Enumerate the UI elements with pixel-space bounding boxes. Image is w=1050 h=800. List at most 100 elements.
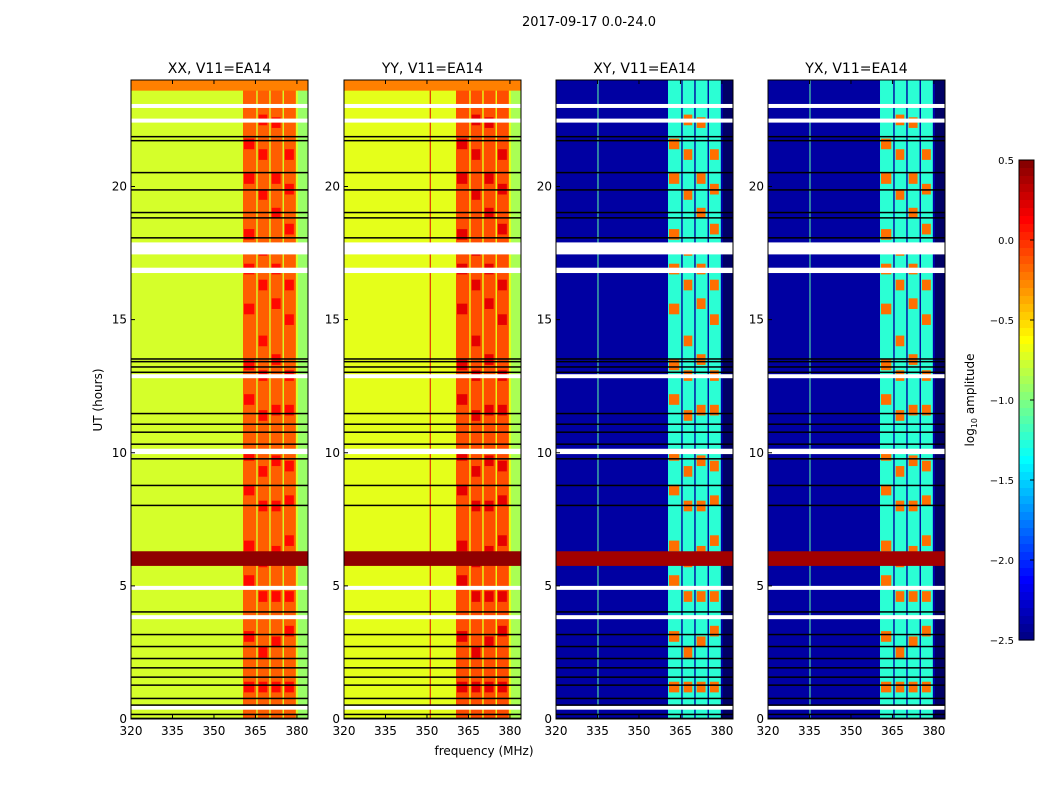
rfi-patch [921, 495, 931, 506]
x-tick-label: 320 [545, 724, 568, 738]
colorbar-segment [1019, 392, 1034, 401]
rfi-patch [457, 173, 468, 184]
rfi-patch [484, 117, 494, 128]
rfi-patch [244, 138, 255, 150]
rfi-patch [669, 681, 680, 693]
rfi-patch [484, 681, 494, 693]
flagged-white-row [344, 615, 521, 620]
rfi-patch [709, 495, 719, 506]
y-tick-label: 5 [544, 579, 552, 593]
y-tick-label: 5 [119, 579, 127, 593]
colorbar-segment [1019, 632, 1034, 641]
panel-title: YX, V11=EA14 [804, 61, 907, 77]
rfi-patch [271, 117, 281, 128]
flagged-black-row [131, 189, 308, 191]
flagged-black-row [344, 667, 521, 669]
flagged-black-row [768, 633, 945, 636]
colorbar-segment [1019, 328, 1034, 337]
colorbar-segment [1019, 288, 1034, 297]
flagged-black-row [344, 189, 521, 191]
rfi-patch [683, 466, 693, 477]
x-tick-label: 380 [285, 724, 308, 738]
flagged-white-row [768, 448, 945, 455]
flagged-black-row [344, 237, 521, 239]
rfi-patch [284, 404, 294, 416]
rfi-patch [895, 149, 905, 160]
rfi-patch [696, 173, 706, 184]
flagged-black-row [768, 412, 945, 415]
flagged-black-row [556, 458, 733, 460]
rfi-patch [908, 681, 918, 693]
rfi-patch [457, 540, 468, 552]
rfi-patch [696, 455, 706, 467]
rfi-patch [709, 460, 719, 472]
colorbar-segment [1019, 176, 1034, 185]
flagged-white-row [556, 118, 733, 123]
x-tick-label: 320 [120, 724, 143, 738]
flagged-black-row [131, 667, 308, 669]
rfi-patch [669, 229, 680, 240]
rfi-patch [709, 591, 719, 602]
flagged-black-row [556, 358, 733, 360]
colorbar-segment [1019, 520, 1034, 529]
panel-title: XX, V11=EA14 [168, 61, 272, 77]
rfi-patch [457, 631, 468, 642]
colorbar: 0.5 0.0 −0.5 −1.0 −1.5 −2.0 −2.5 [990, 156, 1035, 647]
rfi-patch [258, 149, 268, 160]
flagged-black-row [131, 366, 308, 368]
x-tick-label: 335 [374, 724, 397, 738]
flagged-black-row [768, 704, 945, 706]
flagged-white-row [344, 448, 521, 455]
rfi-patch [284, 681, 294, 693]
colorbar-segment [1019, 472, 1034, 481]
flagged-black-row [131, 371, 308, 374]
y-tick-label: 5 [332, 579, 340, 593]
x-tick-label: 335 [586, 724, 609, 738]
flagged-black-row [344, 645, 521, 648]
flagged-black-row [768, 657, 945, 660]
colorbar-segment [1019, 536, 1034, 545]
colorbar-segment [1019, 496, 1034, 505]
colorbar-segment [1019, 296, 1034, 305]
flagged-black-row [556, 189, 733, 191]
rfi-patch [457, 359, 468, 371]
rfi-patch [271, 591, 281, 602]
rfi-patch [881, 359, 892, 371]
flagged-black-row [344, 366, 521, 368]
rfi-patch [669, 138, 680, 150]
flagged-white-row [344, 267, 521, 274]
flagged-black-row [344, 358, 521, 360]
colorbar-segment [1019, 448, 1034, 457]
rfi-patch [709, 279, 719, 291]
flagged-black-row [344, 657, 521, 660]
rfi-patch [908, 117, 918, 128]
rfi-patch [497, 625, 507, 637]
flagged-black-row [768, 358, 945, 360]
flagged-black-row [344, 423, 521, 425]
colorbar-tick-label: −0.5 [990, 316, 1014, 327]
flagged-black-row [344, 171, 521, 174]
rfi-line [809, 80, 811, 719]
flagged-black-row [131, 217, 308, 219]
colorbar-tick-label: −2.0 [990, 556, 1014, 567]
panel-2: XY, V11=EA14 320 335 350 365 380 0 5 10 15 20 [537, 61, 734, 738]
rfi-patch [881, 229, 892, 240]
flagged-black-row [344, 371, 521, 374]
rfi-patch [669, 303, 680, 315]
flagged-white-row [131, 585, 308, 590]
colorbar-segment [1019, 192, 1034, 201]
colorbar-label: log10 amplitude [963, 354, 979, 447]
panel-frame [343, 79, 522, 720]
rfi-patch [709, 314, 719, 325]
colorbar-segment [1019, 184, 1034, 193]
flagged-black-row [344, 139, 521, 142]
rfi-band [708, 80, 721, 719]
x-tick-label: 365 [457, 724, 480, 738]
rfi-patch [484, 636, 494, 648]
y-tick-label: 0 [756, 712, 764, 726]
y-tick-label: 20 [112, 180, 127, 194]
rfi-patch [895, 466, 905, 477]
flagged-black-row [344, 713, 521, 716]
rfi-patch [895, 410, 905, 421]
flagged-black-row [344, 217, 521, 219]
